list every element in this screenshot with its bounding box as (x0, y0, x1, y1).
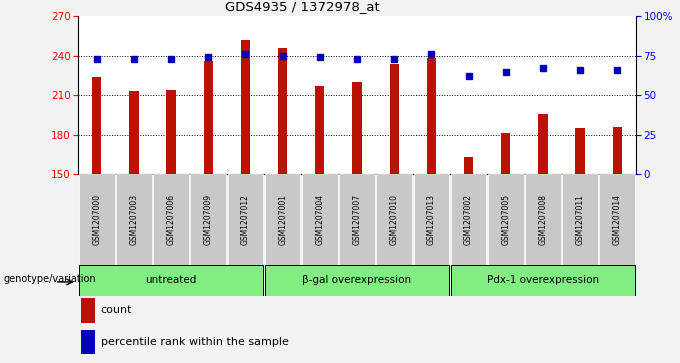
FancyBboxPatch shape (265, 174, 301, 265)
Bar (81, 298, 95, 322)
Text: GSM1207011: GSM1207011 (575, 194, 585, 245)
FancyBboxPatch shape (488, 174, 524, 265)
FancyBboxPatch shape (79, 265, 263, 296)
Text: GSM1207009: GSM1207009 (204, 194, 213, 245)
Bar (129, 91, 139, 174)
Text: GDS4935 / 1372978_at: GDS4935 / 1372978_at (225, 0, 380, 13)
Text: count: count (101, 305, 132, 315)
Text: β-gal overexpression: β-gal overexpression (303, 276, 411, 285)
Text: percentile rank within the sample: percentile rank within the sample (101, 337, 288, 347)
FancyBboxPatch shape (265, 265, 449, 296)
Text: genotype/variation: genotype/variation (3, 274, 96, 284)
Bar (241, 40, 250, 174)
Bar (315, 86, 324, 174)
Bar (81, 330, 95, 354)
Text: GSM1207012: GSM1207012 (241, 194, 250, 245)
Text: GSM1207005: GSM1207005 (501, 194, 510, 245)
Text: Pdx-1 overexpression: Pdx-1 overexpression (487, 276, 599, 285)
Bar (352, 82, 362, 174)
FancyBboxPatch shape (339, 174, 375, 265)
Text: GSM1207006: GSM1207006 (167, 194, 175, 245)
FancyBboxPatch shape (79, 174, 115, 265)
Bar (167, 90, 175, 174)
FancyBboxPatch shape (451, 174, 486, 265)
Bar (92, 77, 101, 174)
Text: untreated: untreated (146, 276, 197, 285)
FancyBboxPatch shape (228, 174, 263, 265)
Text: GSM1207003: GSM1207003 (129, 194, 139, 245)
Bar (204, 61, 213, 174)
Bar (390, 64, 398, 174)
Bar (575, 128, 585, 174)
FancyBboxPatch shape (413, 174, 449, 265)
Text: GSM1207007: GSM1207007 (352, 194, 362, 245)
FancyBboxPatch shape (116, 174, 152, 265)
Text: GSM1207008: GSM1207008 (539, 194, 547, 245)
Bar (613, 127, 622, 174)
FancyBboxPatch shape (451, 265, 635, 296)
Bar (539, 114, 547, 174)
FancyBboxPatch shape (302, 174, 338, 265)
FancyBboxPatch shape (376, 174, 412, 265)
Bar (464, 157, 473, 174)
Bar (501, 134, 510, 174)
FancyBboxPatch shape (153, 174, 189, 265)
Text: GSM1207002: GSM1207002 (464, 194, 473, 245)
Text: GSM1207000: GSM1207000 (92, 194, 101, 245)
FancyBboxPatch shape (525, 174, 561, 265)
FancyBboxPatch shape (599, 174, 635, 265)
FancyBboxPatch shape (190, 174, 226, 265)
Bar (278, 48, 287, 174)
Text: GSM1207001: GSM1207001 (278, 194, 287, 245)
Text: GSM1207014: GSM1207014 (613, 194, 622, 245)
Text: GSM1207004: GSM1207004 (316, 194, 324, 245)
Text: GSM1207013: GSM1207013 (427, 194, 436, 245)
FancyBboxPatch shape (562, 174, 598, 265)
Bar (426, 58, 436, 174)
Text: GSM1207010: GSM1207010 (390, 194, 398, 245)
